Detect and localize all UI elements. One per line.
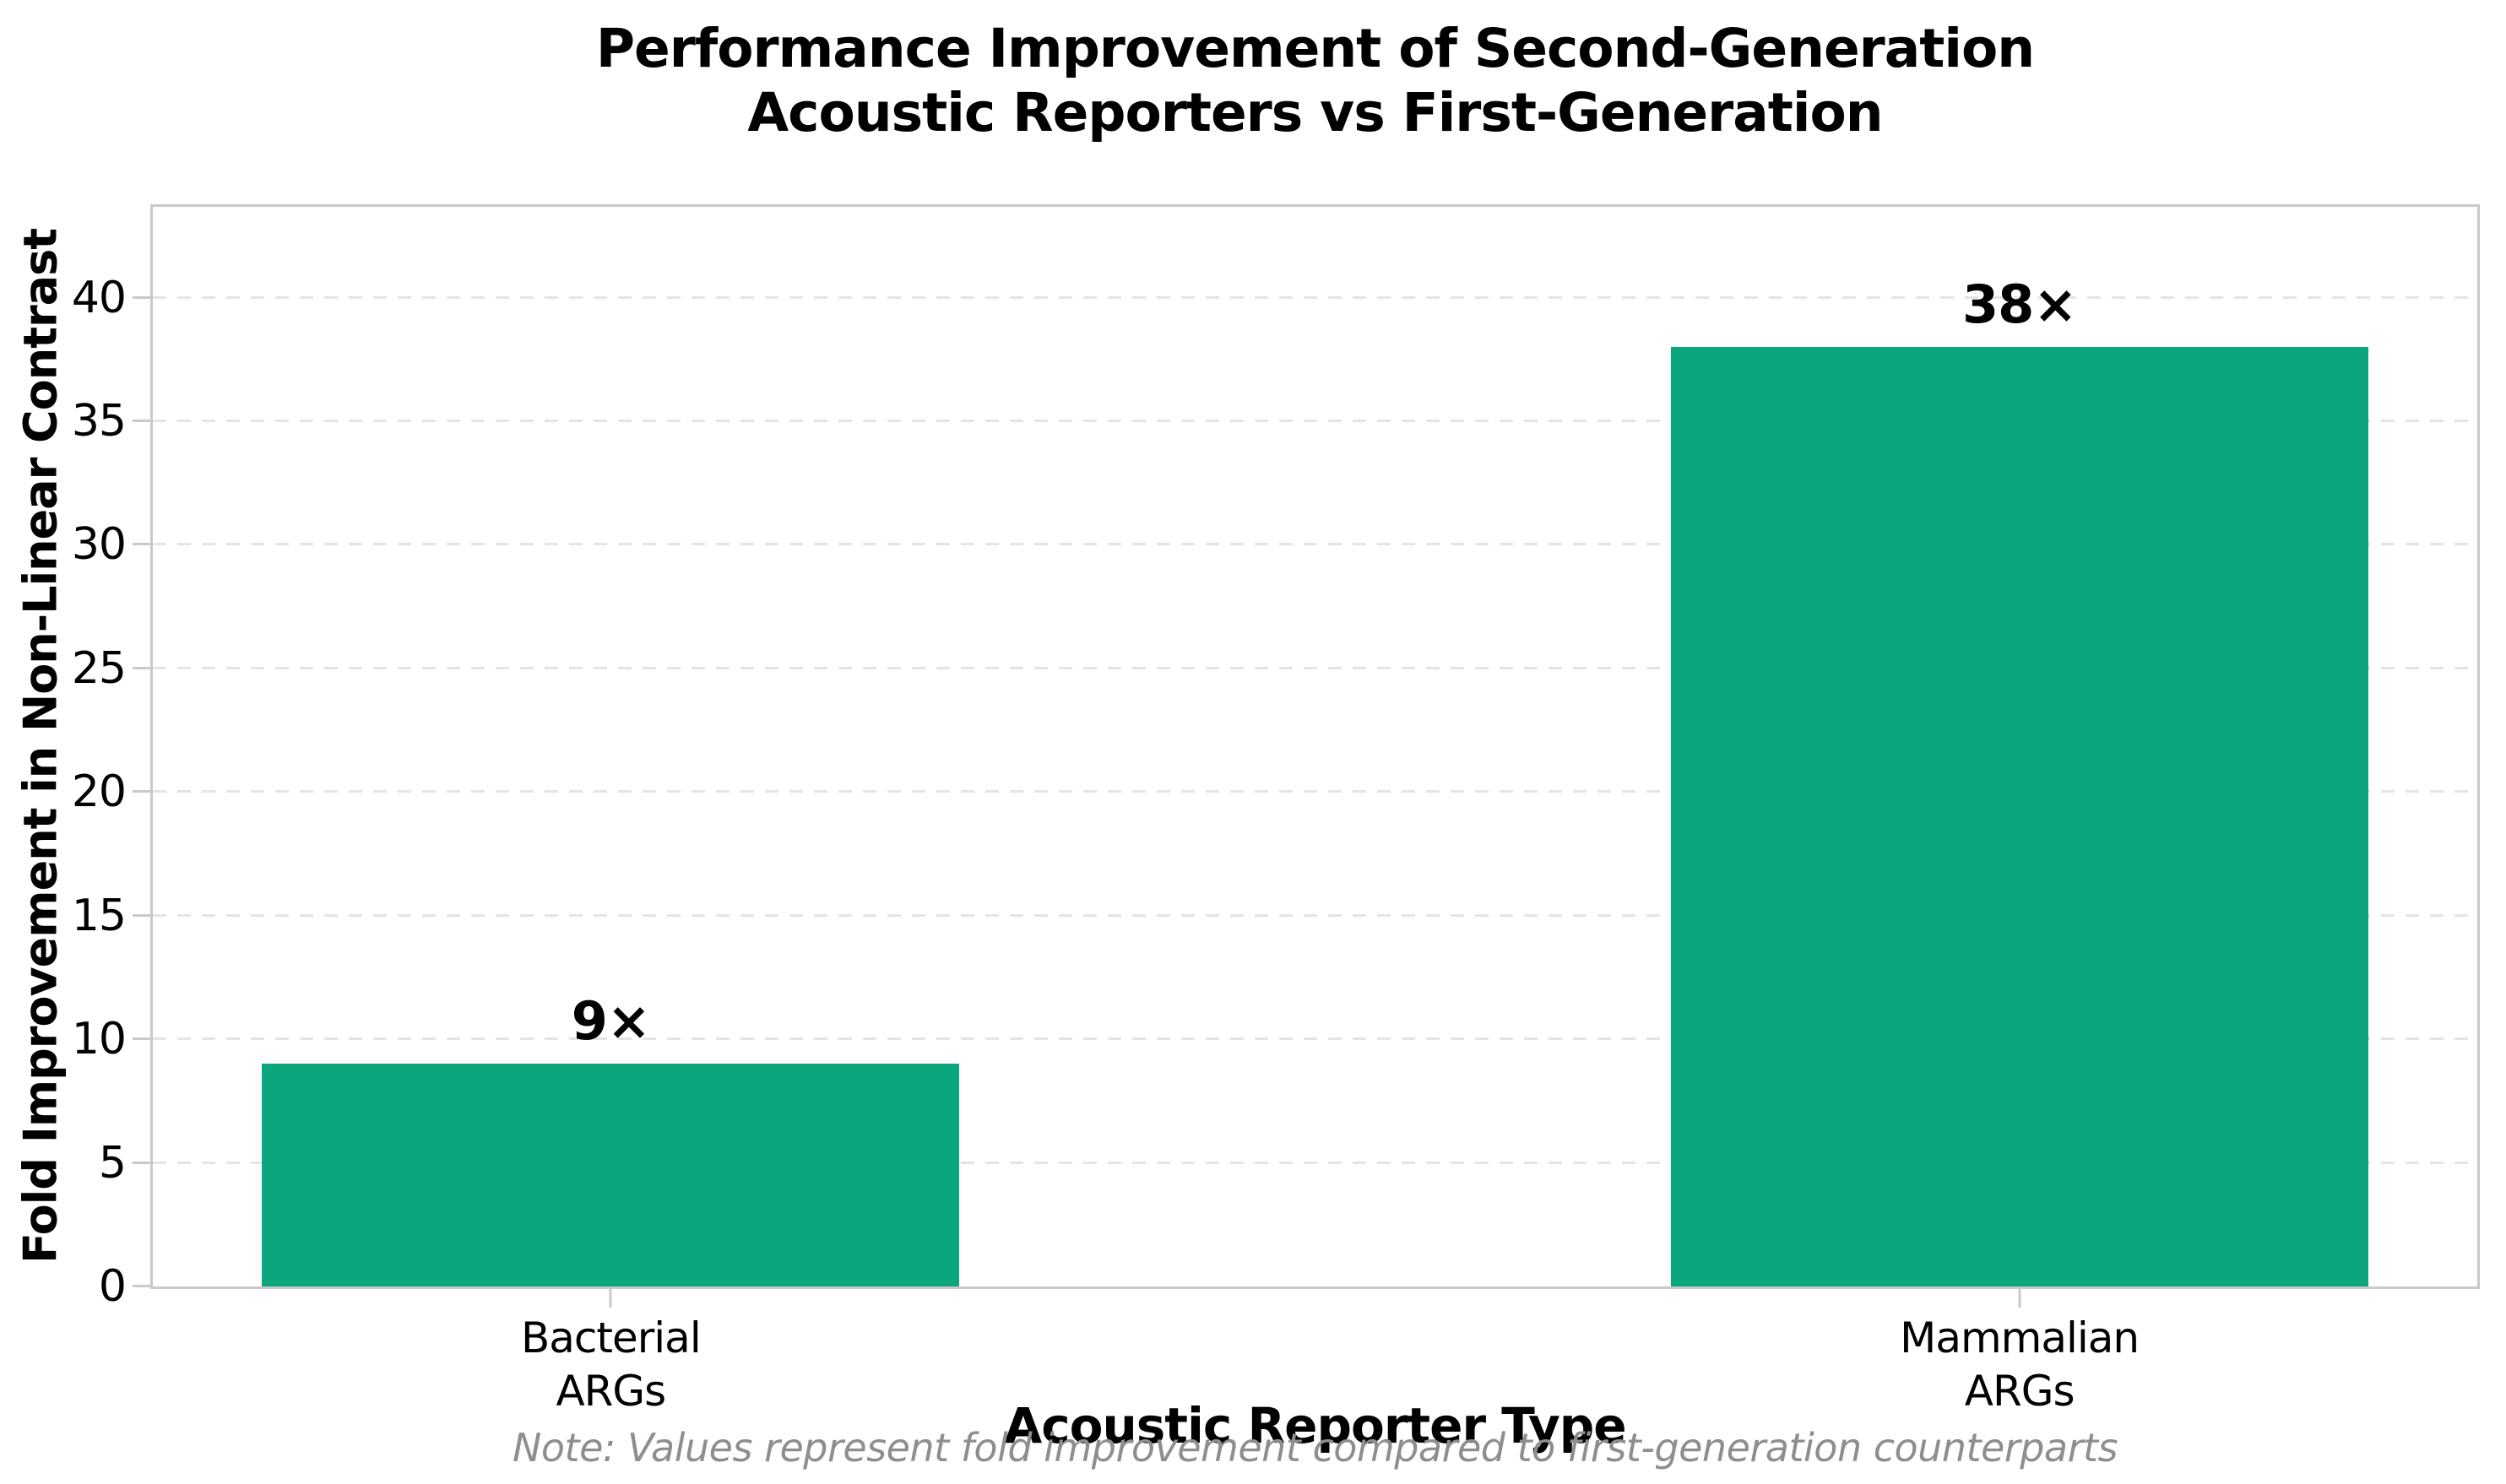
x-tick-label-1-line0: Mammalian [1900, 1313, 2140, 1362]
y-tick-mark-0 [133, 1285, 153, 1287]
gridline-y5 [153, 1161, 2477, 1164]
x-tick-label-0: Bacterial ARGs [520, 1312, 702, 1417]
footnote: Note: Values represent fold improvement … [512, 1425, 2118, 1470]
y-tick-label-35: 35 [71, 395, 127, 447]
x-tick-label-0-line1: ARGs [556, 1366, 666, 1416]
y-tick-label-0: 0 [98, 1261, 127, 1312]
y-tick-mark-20 [133, 790, 153, 793]
y-tick-mark-10 [133, 1037, 153, 1041]
y-tick-mark-30 [133, 543, 153, 546]
y-tick-label-20: 20 [71, 766, 127, 818]
y-tick-mark-40 [133, 295, 153, 299]
bar-0 [262, 1064, 960, 1286]
bar-1 [1670, 347, 2368, 1286]
gridline-y10 [153, 1037, 2477, 1041]
gridline-y15 [153, 913, 2477, 917]
gridline-y20 [153, 790, 2477, 793]
y-tick-mark-25 [133, 666, 153, 669]
chart-title: Performance Improvement of Second-Genera… [150, 17, 2480, 144]
y-tick-label-10: 10 [71, 1014, 127, 1065]
plot-area: 0 5 10 15 20 25 30 35 40 9× Bacterial ARGs 38× Mammal… [72, 204, 2480, 1416]
y-tick-mark-5 [133, 1161, 153, 1164]
y-tick-label-30: 30 [71, 519, 127, 571]
x-tick-mark-1 [2018, 1286, 2021, 1308]
y-tick-label-40: 40 [71, 272, 127, 323]
y-tick-mark-35 [133, 419, 153, 422]
x-tick-mark-0 [609, 1286, 612, 1308]
y-tick-mark-15 [133, 913, 153, 917]
chart-title-line2: Acoustic Reporters vs First-Generation [747, 81, 1883, 144]
gridline-y30 [153, 543, 2477, 546]
gridline-y40 [153, 295, 2477, 299]
bar-value-label-1: 38× [1962, 274, 2077, 336]
x-axis-label: Acoustic Reporter Type [1004, 1397, 1626, 1454]
y-axis-label: Fold Improvement in Non-Linear Contrast [14, 228, 68, 1265]
gridline-y35 [153, 419, 2477, 422]
x-tick-label-1: Mammalian ARGs [1900, 1312, 2140, 1417]
chart-title-line1: Performance Improvement of Second-Genera… [595, 18, 2035, 79]
bar-value-label-0: 9× [571, 990, 651, 1053]
y-tick-label-5: 5 [98, 1137, 127, 1189]
x-tick-label-1-line1: ARGs [1964, 1366, 2075, 1416]
x-tick-label-0-line0: Bacterial [520, 1313, 702, 1362]
y-tick-label-15: 15 [71, 890, 127, 941]
gridline-y25 [153, 666, 2477, 669]
y-tick-label-25: 25 [71, 642, 127, 694]
